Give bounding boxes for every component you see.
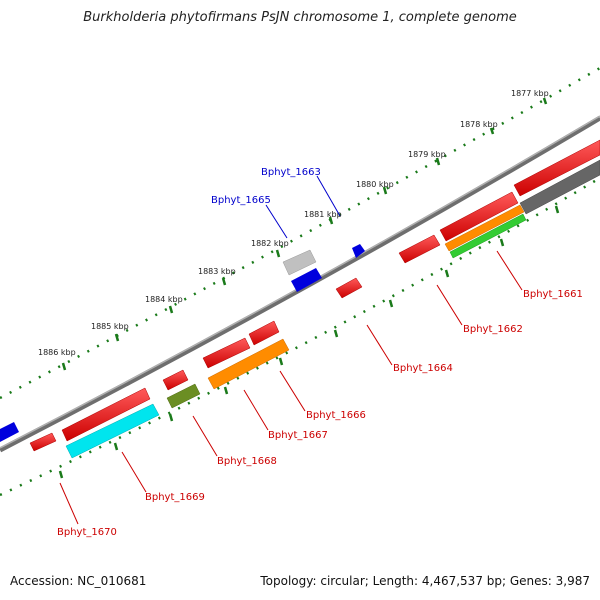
gene-reverse-blue-1665[interactable]: [291, 268, 322, 292]
gene-label-1669[interactable]: Bphyt_1669: [145, 492, 205, 503]
gene-next-arrow[interactable]: [513, 139, 600, 197]
gene-label-1670[interactable]: Bphyt_1670: [57, 527, 117, 538]
scale-label-1879: 1879 kbp: [408, 150, 446, 159]
gene-label-1664[interactable]: Bphyt_1664: [393, 363, 453, 374]
gene-green[interactable]: [449, 213, 527, 259]
genome-summary-text: Topology: circular; Length: 4,467,537 bp…: [260, 574, 590, 588]
gene-1662-arrow[interactable]: [398, 234, 441, 264]
gene-label-1667[interactable]: Bphyt_1667: [268, 430, 328, 441]
scale-label-1886: 1886 kbp: [38, 348, 76, 357]
scale-label-1878: 1878 kbp: [460, 120, 498, 129]
second-track-genes: [65, 159, 600, 459]
scale-label-1884: 1884 kbp: [145, 295, 183, 304]
scale-label-1885: 1885 kbp: [91, 322, 129, 331]
gene-olive[interactable]: [166, 383, 201, 409]
gene-1661-arrow[interactable]: [439, 191, 519, 242]
scale-label-1881: 1881 kbp: [304, 210, 342, 219]
gene-1667-arrow[interactable]: [202, 337, 251, 369]
scale-ring-outer: [0, 66, 600, 400]
scale-label-1877: 1877 kbp: [511, 89, 549, 98]
gene-dark-gray[interactable]: [519, 159, 600, 215]
forward-strand-genes: [0, 139, 600, 452]
gene-orange-left[interactable]: [207, 338, 290, 390]
gene-1668-arrow[interactable]: [162, 369, 189, 391]
map-title: Burkholderia phytofirmans PsJN chromosom…: [83, 10, 517, 25]
gene-1666-arrow[interactable]: [248, 320, 280, 346]
accession-text: Accession: NC_010681: [10, 574, 147, 588]
leader-lines: [59, 175, 523, 525]
scale-label-1883: 1883 kbp: [198, 267, 236, 276]
gene-cyan[interactable]: [65, 403, 160, 459]
gene-light-gray[interactable]: [282, 249, 317, 276]
gene-reverse-blue-1663[interactable]: [352, 244, 365, 258]
gene-label-1662[interactable]: Bphyt_1662: [463, 324, 523, 335]
gene-orange-right[interactable]: [444, 204, 525, 252]
gene-1670-arrow[interactable]: [29, 432, 57, 452]
scale-label-1880: 1880 kbp: [356, 180, 394, 189]
gene-label-1666[interactable]: Bphyt_1666: [306, 410, 366, 421]
gene-label-1661[interactable]: Bphyt_1661: [523, 289, 583, 300]
gene-label-1665[interactable]: Bphyt_1665: [211, 195, 271, 206]
gene-1664-arrow[interactable]: [335, 277, 363, 299]
scale-major-ticks: [58, 97, 560, 479]
gene-label-1663[interactable]: Bphyt_1663: [261, 167, 321, 178]
scale-label-1882: 1882 kbp: [251, 239, 289, 248]
gene-blue-left[interactable]: [0, 422, 19, 442]
gene-label-1668[interactable]: Bphyt_1668: [217, 456, 277, 467]
gene-1669-arrow[interactable]: [61, 387, 151, 442]
